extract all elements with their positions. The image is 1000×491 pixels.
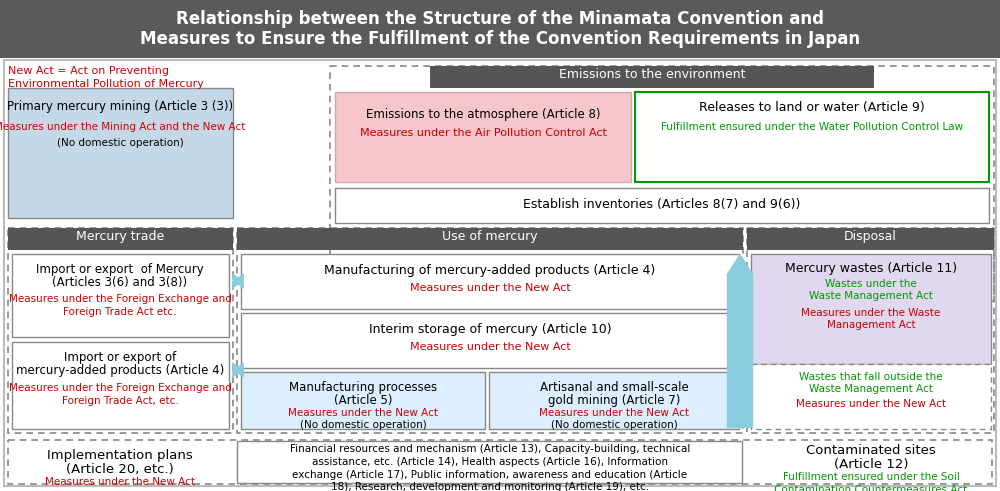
Text: Financial resources and mechanism (Article 13), Capacity-building, technical
ass: Financial resources and mechanism (Artic… (290, 444, 690, 491)
Bar (237, 441, 742, 483)
Bar (8, 440, 992, 484)
Text: Waste Management Act: Waste Management Act (809, 291, 933, 301)
Bar (8, 228, 233, 433)
Text: Foreign Trade Act, etc.: Foreign Trade Act, etc. (62, 396, 178, 406)
Text: Measures under the New Act: Measures under the New Act (539, 408, 689, 418)
Bar (635, 92, 989, 182)
Bar (335, 92, 631, 182)
Bar (8, 228, 233, 250)
Bar (12, 342, 229, 429)
Bar (330, 66, 994, 301)
Bar (8, 88, 233, 218)
Text: (No domestic operation): (No domestic operation) (300, 420, 426, 430)
Bar (751, 364, 991, 365)
Bar (4, 60, 996, 486)
Text: Measures under the New Act: Measures under the New Act (410, 283, 570, 293)
Text: Measures under the New Act: Measures under the New Act (796, 399, 946, 409)
FancyArrowPatch shape (728, 255, 753, 427)
Text: Contaminated sites: Contaminated sites (806, 444, 936, 457)
Bar (237, 228, 743, 433)
Bar (0, 0, 1000, 58)
Bar (241, 372, 485, 429)
Text: (Article 5): (Article 5) (334, 394, 392, 407)
FancyArrowPatch shape (233, 363, 241, 377)
Bar (241, 254, 739, 309)
Text: Wastes that fall outside the: Wastes that fall outside the (799, 372, 943, 382)
Text: (No domestic operation): (No domestic operation) (57, 138, 183, 148)
Text: Emissions to the atmosphere (Article 8): Emissions to the atmosphere (Article 8) (366, 108, 600, 121)
FancyArrowPatch shape (233, 274, 241, 288)
FancyArrowPatch shape (235, 274, 243, 288)
Text: Import or export  of Mercury: Import or export of Mercury (36, 263, 204, 276)
Text: Measures under the New Act: Measures under the New Act (288, 408, 438, 418)
Text: Measures under the Waste: Measures under the Waste (801, 308, 941, 318)
Text: Disposal: Disposal (844, 230, 896, 243)
Text: Import or export of: Import or export of (64, 351, 176, 364)
Text: Relationship between the Structure of the Minamata Convention and: Relationship between the Structure of th… (176, 10, 824, 28)
Bar (747, 228, 994, 433)
Text: Artisanal and small-scale: Artisanal and small-scale (540, 381, 688, 394)
Bar (12, 254, 229, 337)
Bar (747, 228, 994, 250)
Text: Fulfillment ensured under the Soil
Contamination Countermeasures Act
and the Wat: Fulfillment ensured under the Soil Conta… (774, 472, 968, 491)
Text: mercury-added products (Article 4): mercury-added products (Article 4) (16, 364, 224, 377)
Text: Measures under the New Act: Measures under the New Act (45, 477, 195, 487)
Bar (430, 66, 874, 88)
Text: Use of mercury: Use of mercury (442, 230, 538, 243)
Text: Mercury trade: Mercury trade (76, 230, 164, 243)
Text: Implementation plans: Implementation plans (47, 449, 193, 462)
Bar (751, 364, 991, 429)
Text: New Act = Act on Preventing: New Act = Act on Preventing (8, 66, 169, 76)
Text: Measures under the Foreign Exchange and: Measures under the Foreign Exchange and (9, 294, 231, 304)
Bar (751, 254, 991, 364)
Text: gold mining (Article 7): gold mining (Article 7) (548, 394, 680, 407)
Text: Waste Management Act: Waste Management Act (809, 384, 933, 394)
Text: Wastes under the: Wastes under the (825, 279, 917, 289)
Text: Manufacturing of mercury-added products (Article 4): Manufacturing of mercury-added products … (324, 264, 656, 277)
Text: Releases to land or water (Article 9): Releases to land or water (Article 9) (699, 101, 925, 114)
Text: (Article 20, etc.): (Article 20, etc.) (66, 463, 174, 476)
Text: Measures to Ensure the Fulfillment of the Convention Requirements in Japan: Measures to Ensure the Fulfillment of th… (140, 30, 860, 48)
Text: Primary mercury mining (Article 3 (3)): Primary mercury mining (Article 3 (3)) (7, 100, 233, 113)
Bar (241, 313, 739, 368)
Text: Management Act: Management Act (827, 320, 915, 330)
Text: Foreign Trade Act etc.: Foreign Trade Act etc. (63, 307, 177, 317)
Text: Mercury wastes (Article 11): Mercury wastes (Article 11) (785, 262, 957, 275)
Text: Measures under the Mining Act and the New Act: Measures under the Mining Act and the Ne… (0, 122, 246, 132)
Text: Emissions to the environment: Emissions to the environment (559, 68, 745, 81)
Text: Fulfillment ensured under the Water Pollution Control Law: Fulfillment ensured under the Water Poll… (661, 122, 963, 132)
Text: (Article 12): (Article 12) (834, 458, 908, 471)
Text: Manufacturing processes: Manufacturing processes (289, 381, 437, 394)
Text: Measures under the New Act: Measures under the New Act (410, 342, 570, 352)
Bar (489, 372, 739, 429)
Bar (335, 188, 989, 223)
Text: (No domestic operation): (No domestic operation) (551, 420, 677, 430)
Text: Measures under the Air Pollution Control Act: Measures under the Air Pollution Control… (360, 128, 606, 138)
Text: (Articles 3(6) and 3(8)): (Articles 3(6) and 3(8)) (52, 276, 188, 289)
Text: Interim storage of mercury (Article 10): Interim storage of mercury (Article 10) (369, 323, 611, 336)
Text: Measures under the Foreign Exchange and: Measures under the Foreign Exchange and (9, 383, 231, 393)
FancyArrowPatch shape (235, 363, 243, 377)
Text: Establish inventories (Articles 8(7) and 9(6)): Establish inventories (Articles 8(7) and… (523, 198, 801, 211)
Text: Environmental Pollution of Mercury: Environmental Pollution of Mercury (8, 79, 204, 89)
Bar (237, 228, 743, 250)
